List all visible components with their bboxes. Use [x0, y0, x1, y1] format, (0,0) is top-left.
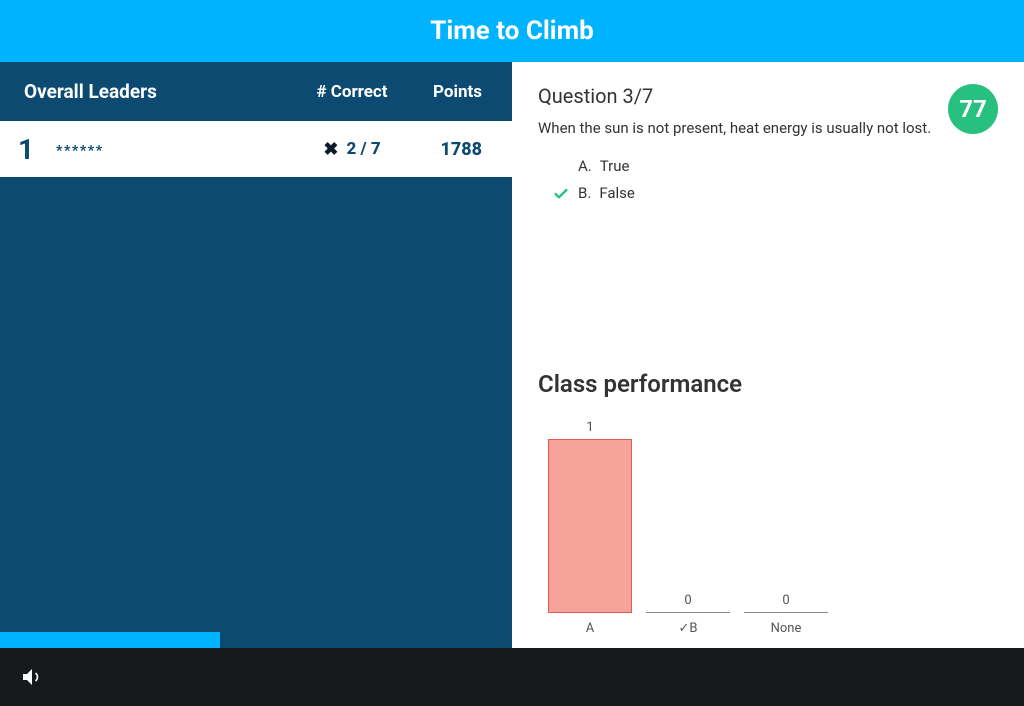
chart-bar-value: 1 — [586, 420, 593, 435]
chart-bar-column: 0 None — [742, 593, 830, 636]
chart-baseline — [646, 612, 730, 613]
answer-row: A. True — [552, 153, 944, 180]
answer-check — [552, 186, 570, 202]
column-points: Points — [402, 82, 482, 102]
leaderboard-row: 1 ****** ✖ 2 / 7 1788 — [0, 121, 512, 177]
leader-correct-value: 2 / 7 — [346, 139, 380, 159]
leaderboard-header: Overall Leaders # Correct Points — [0, 62, 512, 121]
question-top: Question 3/7 When the sun is not present… — [538, 84, 998, 207]
chart-bar — [548, 439, 632, 613]
chart-bar-label: None — [771, 621, 802, 636]
answer-letter: B. — [578, 180, 591, 207]
score-badge: 77 — [948, 84, 998, 134]
answer-text: False — [599, 180, 635, 207]
leaderboard-rows: 1 ****** ✖ 2 / 7 1788 — [0, 121, 512, 177]
leader-points: 1788 — [402, 139, 482, 160]
column-correct: # Correct — [302, 82, 402, 102]
question-text: When the sun is not present, heat energy… — [538, 118, 944, 139]
chart-bar-value: 0 — [782, 593, 789, 608]
question-number: Question 3/7 — [538, 84, 944, 108]
leader-correct: ✖ 2 / 7 — [302, 139, 402, 160]
progress-bar — [0, 632, 220, 648]
page-title: Time to Climb — [430, 16, 594, 46]
answer-list: A. True B. False — [538, 153, 944, 207]
question-area: Question 3/7 When the sun is not present… — [538, 84, 944, 207]
leader-rank: 1 — [18, 133, 42, 166]
leaderboard-title: Overall Leaders — [24, 80, 302, 103]
x-icon: ✖ — [323, 139, 338, 160]
check-icon — [553, 186, 569, 202]
question-panel: Question 3/7 When the sun is not present… — [512, 62, 1024, 648]
leaderboard-panel: Overall Leaders # Correct Points 1 *****… — [0, 62, 512, 648]
answer-letter: A. — [578, 153, 592, 180]
performance-chart: 1 A 0 ✓B 0 None — [538, 416, 998, 636]
chart-bar-column: 1 A — [546, 420, 634, 636]
chart-bar-column: 0 ✓B — [644, 593, 732, 636]
performance-section: Class performance 1 A 0 ✓B 0 None — [538, 370, 998, 648]
leader-name: ****** — [42, 139, 302, 159]
main-content: Overall Leaders # Correct Points 1 *****… — [0, 62, 1024, 648]
app-header: Time to Climb — [0, 0, 1024, 62]
chart-bars: 1 A 0 ✓B 0 None — [546, 416, 998, 636]
chart-baseline — [744, 612, 828, 613]
sound-icon[interactable] — [20, 665, 44, 689]
chart-bar-label: ✓B — [679, 621, 698, 636]
footer-bar — [0, 648, 1024, 706]
answer-text: True — [600, 153, 630, 180]
answer-row: B. False — [552, 180, 944, 207]
chart-bar-value: 0 — [684, 593, 691, 608]
performance-title: Class performance — [538, 370, 998, 398]
chart-bar-label: A — [586, 621, 594, 636]
